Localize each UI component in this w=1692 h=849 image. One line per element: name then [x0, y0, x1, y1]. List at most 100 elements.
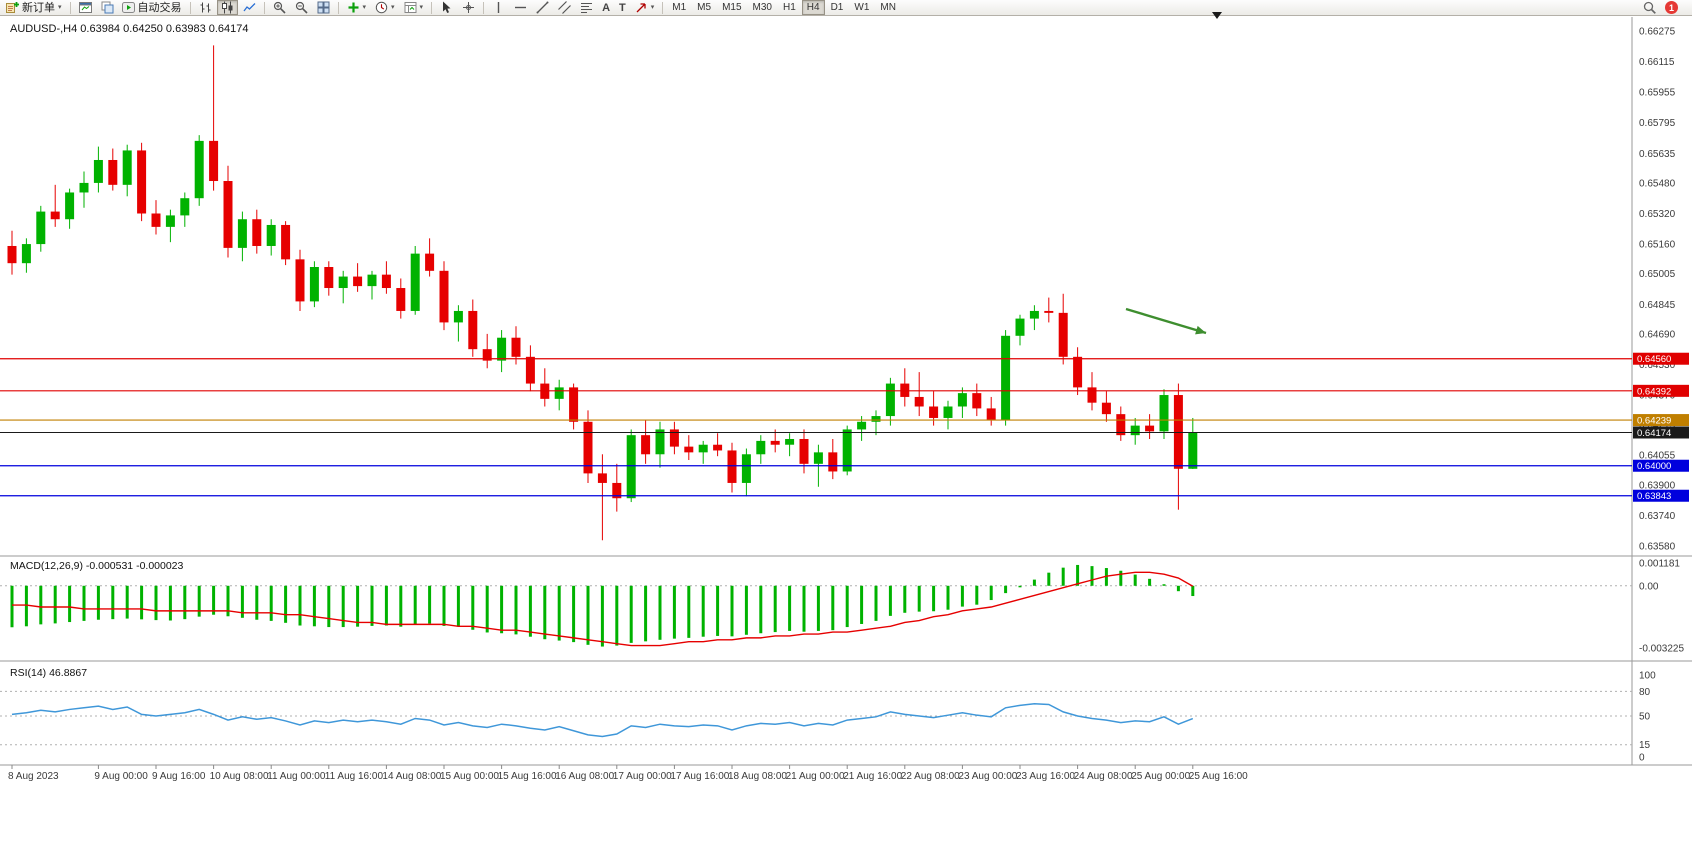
- zoom-out-button[interactable]: [291, 0, 312, 15]
- price-tag-text: 0.63843: [1637, 491, 1671, 502]
- candle-bull: [655, 429, 665, 455]
- candle-bull: [165, 215, 175, 227]
- candle-bear: [684, 446, 694, 453]
- svg-text:0.65635: 0.65635: [1639, 149, 1676, 160]
- candle-bear: [151, 213, 161, 227]
- candlestick-icon: [221, 1, 234, 14]
- templates-button[interactable]: ▾: [400, 0, 428, 15]
- candle-bear: [396, 288, 406, 311]
- time-axis-label: 23 Aug 00:00: [958, 771, 1017, 782]
- notification-badge[interactable]: 1: [1665, 1, 1678, 14]
- bar-chart-button[interactable]: [195, 0, 216, 15]
- timeframe-h1-button[interactable]: H1: [778, 0, 801, 15]
- chart-window[interactable]: 0.66275 0.66115 0.65955 0.65795 0.65635 0.654…: [0, 17, 1692, 849]
- candle-bear: [511, 337, 521, 357]
- candle-bull: [65, 192, 75, 220]
- timeframe-d1-button[interactable]: D1: [826, 0, 849, 15]
- candle-bear: [597, 473, 607, 483]
- candle-bear: [209, 140, 219, 182]
- charts-bar-button[interactable]: [75, 0, 96, 15]
- candle-bear: [669, 429, 679, 447]
- arrows-tool-button[interactable]: ▾: [631, 0, 659, 15]
- periods-button[interactable]: ▾: [371, 0, 399, 15]
- price-tag-text: 0.64392: [1637, 386, 1671, 397]
- timeframe-m30-button[interactable]: M30: [748, 0, 777, 15]
- vertical-line-tool-button[interactable]: [488, 0, 509, 15]
- svg-text:0: 0: [1639, 753, 1645, 764]
- svg-text:50: 50: [1639, 712, 1651, 723]
- timeframe-w1-button[interactable]: W1: [849, 0, 874, 15]
- chart-window-icon: [78, 1, 92, 14]
- svg-text:-0.003225: -0.003225: [1639, 644, 1684, 655]
- timeframe-m15-button[interactable]: M15: [717, 0, 746, 15]
- price-tag: [1633, 489, 1689, 502]
- text-tool-button[interactable]: A: [598, 0, 614, 15]
- candle-bull: [1029, 310, 1039, 319]
- svg-text:0.00: 0.00: [1639, 581, 1659, 592]
- svg-text:0.65795: 0.65795: [1639, 118, 1676, 129]
- timeframe-mn-button[interactable]: MN: [875, 0, 901, 15]
- candle-bull: [785, 438, 795, 445]
- chart-canvas[interactable]: 0.66275 0.66115 0.65955 0.65795 0.65635 0.654…: [0, 17, 1692, 849]
- timeframe-m5-button[interactable]: M5: [692, 0, 716, 15]
- svg-text:0.65480: 0.65480: [1639, 178, 1676, 189]
- toolbar-separator: [263, 1, 265, 14]
- svg-text:0.63580: 0.63580: [1639, 542, 1676, 553]
- candle-bear: [612, 482, 622, 499]
- profiles-button[interactable]: [97, 0, 118, 15]
- candle-bear: [1058, 312, 1068, 357]
- candle-bear: [799, 438, 809, 464]
- candle-bear: [986, 408, 996, 420]
- vertical-line-icon: [492, 1, 505, 14]
- search-button[interactable]: [1639, 0, 1660, 15]
- timeframe-h4-button[interactable]: H4: [801, 0, 825, 15]
- trend-arrow-annotation[interactable]: [1125, 307, 1207, 335]
- candle-bull: [871, 416, 881, 422]
- autotrading-button[interactable]: 自动交易: [118, 0, 186, 15]
- line-chart-button[interactable]: [239, 0, 260, 15]
- clock-icon: [375, 1, 388, 14]
- horizontal-line-tool-button[interactable]: [510, 0, 531, 15]
- time-axis-label: 10 Aug 08:00: [210, 771, 269, 782]
- time-axis-label: 11 Aug 16:00: [325, 771, 384, 782]
- candle-bear: [1101, 402, 1111, 415]
- candle-bull: [756, 440, 766, 455]
- chart-shift-marker[interactable]: [1212, 12, 1222, 19]
- candle-bull: [957, 393, 967, 407]
- candle-bull: [453, 310, 463, 323]
- toolbar-separator: [189, 1, 191, 14]
- channel-tool-button[interactable]: [554, 0, 575, 15]
- svg-text:0.65160: 0.65160: [1639, 240, 1676, 251]
- candle-bear: [1173, 395, 1183, 469]
- candlestick-chart-button[interactable]: [216, 0, 238, 15]
- crosshair-tool-button[interactable]: [458, 0, 479, 15]
- time-axis-label: 17 Aug 00:00: [613, 771, 672, 782]
- toolbar-separator: [662, 1, 664, 14]
- candle-bear: [1073, 356, 1083, 388]
- candle-bull: [857, 421, 867, 430]
- candle-bear: [324, 267, 334, 289]
- chevron-down-icon: ▾: [58, 3, 62, 11]
- price-tag-text: 0.64239: [1637, 416, 1671, 427]
- tile-windows-button[interactable]: [313, 0, 334, 15]
- candle-bull: [79, 182, 89, 193]
- fibonacci-tool-button[interactable]: [576, 0, 597, 15]
- candle-bull: [813, 452, 823, 464]
- timeframe-m1-button[interactable]: M1: [667, 0, 691, 15]
- toolbar-separator: [69, 1, 71, 14]
- svg-text:80: 80: [1639, 687, 1651, 698]
- candle-bear: [439, 270, 449, 323]
- cursor-icon: [440, 1, 453, 14]
- new-order-button[interactable]: 新订单 ▾: [2, 0, 66, 15]
- candle-bear: [828, 452, 838, 472]
- text-label-tool-button[interactable]: T: [615, 0, 630, 15]
- candle-bear: [7, 245, 17, 264]
- svg-text:0.65005: 0.65005: [1639, 269, 1676, 280]
- time-axis-label: 21 Aug 00:00: [786, 771, 845, 782]
- candle-bear: [713, 444, 723, 451]
- zoom-in-button[interactable]: [269, 0, 290, 15]
- indicators-button[interactable]: ▾: [343, 0, 371, 15]
- cursor-tool-button[interactable]: [436, 0, 457, 15]
- time-axis-label: 17 Aug 16:00: [670, 771, 729, 782]
- trendline-tool-button[interactable]: [532, 0, 553, 15]
